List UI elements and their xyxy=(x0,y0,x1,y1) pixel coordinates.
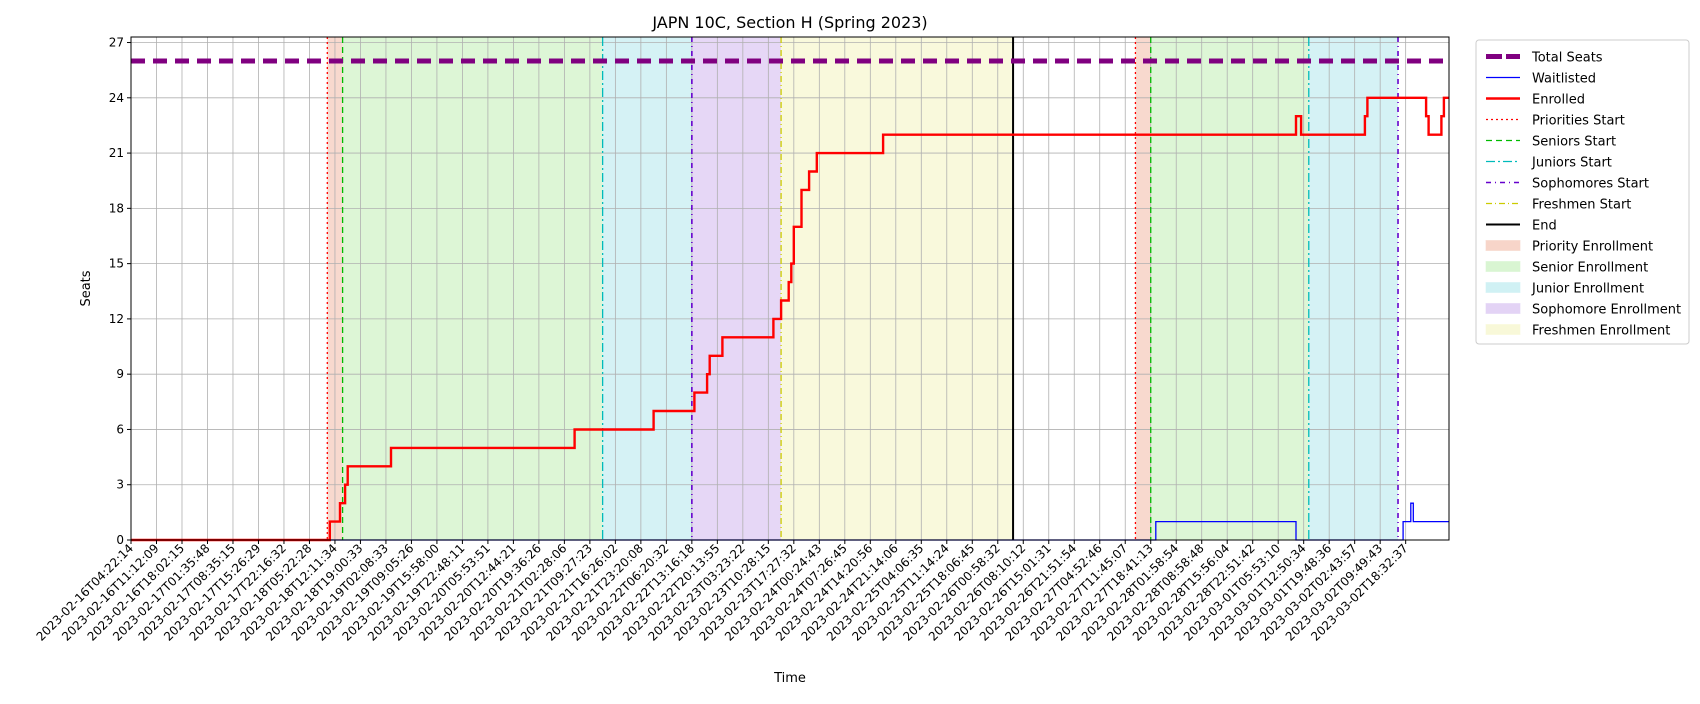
x-axis-title: Time xyxy=(773,671,806,686)
y-tick-label: 9 xyxy=(116,367,124,381)
legend-box xyxy=(1475,39,1690,345)
legend-priorities-start-label: Priorities Start xyxy=(1532,114,1625,129)
band-sophomore-enrollment xyxy=(691,37,782,540)
legend: Total Seats Waitlisted Enrolled Priorities … xyxy=(1475,39,1690,345)
y-tick-label: 27 xyxy=(109,36,124,50)
plot-frame xyxy=(130,36,1450,541)
tick-labels: 03691215182124272023-02-16T04:22:142023-… xyxy=(34,36,1411,644)
legend-enrolled-label: Enrolled xyxy=(1532,93,1585,108)
band-junior-enrollment xyxy=(1308,37,1399,540)
y-tick-label: 24 xyxy=(109,91,124,105)
series-waitlisted xyxy=(131,502,1449,541)
legend-sophomore-enrollment-label: Sophomore Enrollment xyxy=(1532,303,1681,318)
y-tick-label: 6 xyxy=(116,422,124,436)
y-tick-label: 12 xyxy=(109,312,124,326)
y-tick-label: 18 xyxy=(109,201,124,215)
band-priority-enrollment xyxy=(1135,37,1151,540)
phase-start-lines xyxy=(326,37,1399,540)
legend-sophomores-start-label: Sophomores Start xyxy=(1532,177,1649,192)
y-tick-label: 3 xyxy=(116,478,124,492)
series-lines xyxy=(131,58,1449,542)
legend-juniors-start-label: Juniors Start xyxy=(1531,156,1612,171)
legend-waitlisted-label: Waitlisted xyxy=(1532,72,1596,87)
legend-priority-enrollment-swatch xyxy=(1485,240,1521,251)
axes xyxy=(130,36,1450,541)
legend-senior-enrollment-swatch xyxy=(1485,261,1521,272)
legend-end-label: End xyxy=(1532,219,1557,234)
legend-junior-enrollment-label: Junior Enrollment xyxy=(1531,282,1644,297)
legend-senior-enrollment-label: Senior Enrollment xyxy=(1532,261,1648,276)
y-tick-label: 0 xyxy=(116,533,124,547)
band-freshmen-enrollment xyxy=(781,37,1014,540)
band-senior-enrollment xyxy=(1150,37,1309,540)
y-axis-title: Seats xyxy=(79,270,94,306)
series-enrolled xyxy=(131,96,1449,542)
legend-sophomore-enrollment-swatch xyxy=(1485,303,1521,314)
legend-freshmen-start-label: Freshmen Start xyxy=(1532,198,1631,213)
enrollment-bands xyxy=(327,37,1399,540)
y-tick-label: 21 xyxy=(109,146,124,160)
legend-priority-enrollment-label: Priority Enrollment xyxy=(1532,240,1653,255)
legend-freshmen-enrollment-swatch xyxy=(1485,324,1521,335)
legend-total-seats-label: Total Seats xyxy=(1531,51,1603,66)
band-senior-enrollment xyxy=(342,37,603,540)
legend-freshmen-enrollment-label: Freshmen Enrollment xyxy=(1532,324,1670,339)
chart-title: JAPN 10C, Section H (Spring 2023) xyxy=(651,13,927,32)
legend-seniors-start-label: Seniors Start xyxy=(1532,135,1616,150)
legend-junior-enrollment-swatch xyxy=(1485,282,1521,293)
y-tick-label: 15 xyxy=(109,257,124,271)
band-junior-enrollment xyxy=(602,37,692,540)
